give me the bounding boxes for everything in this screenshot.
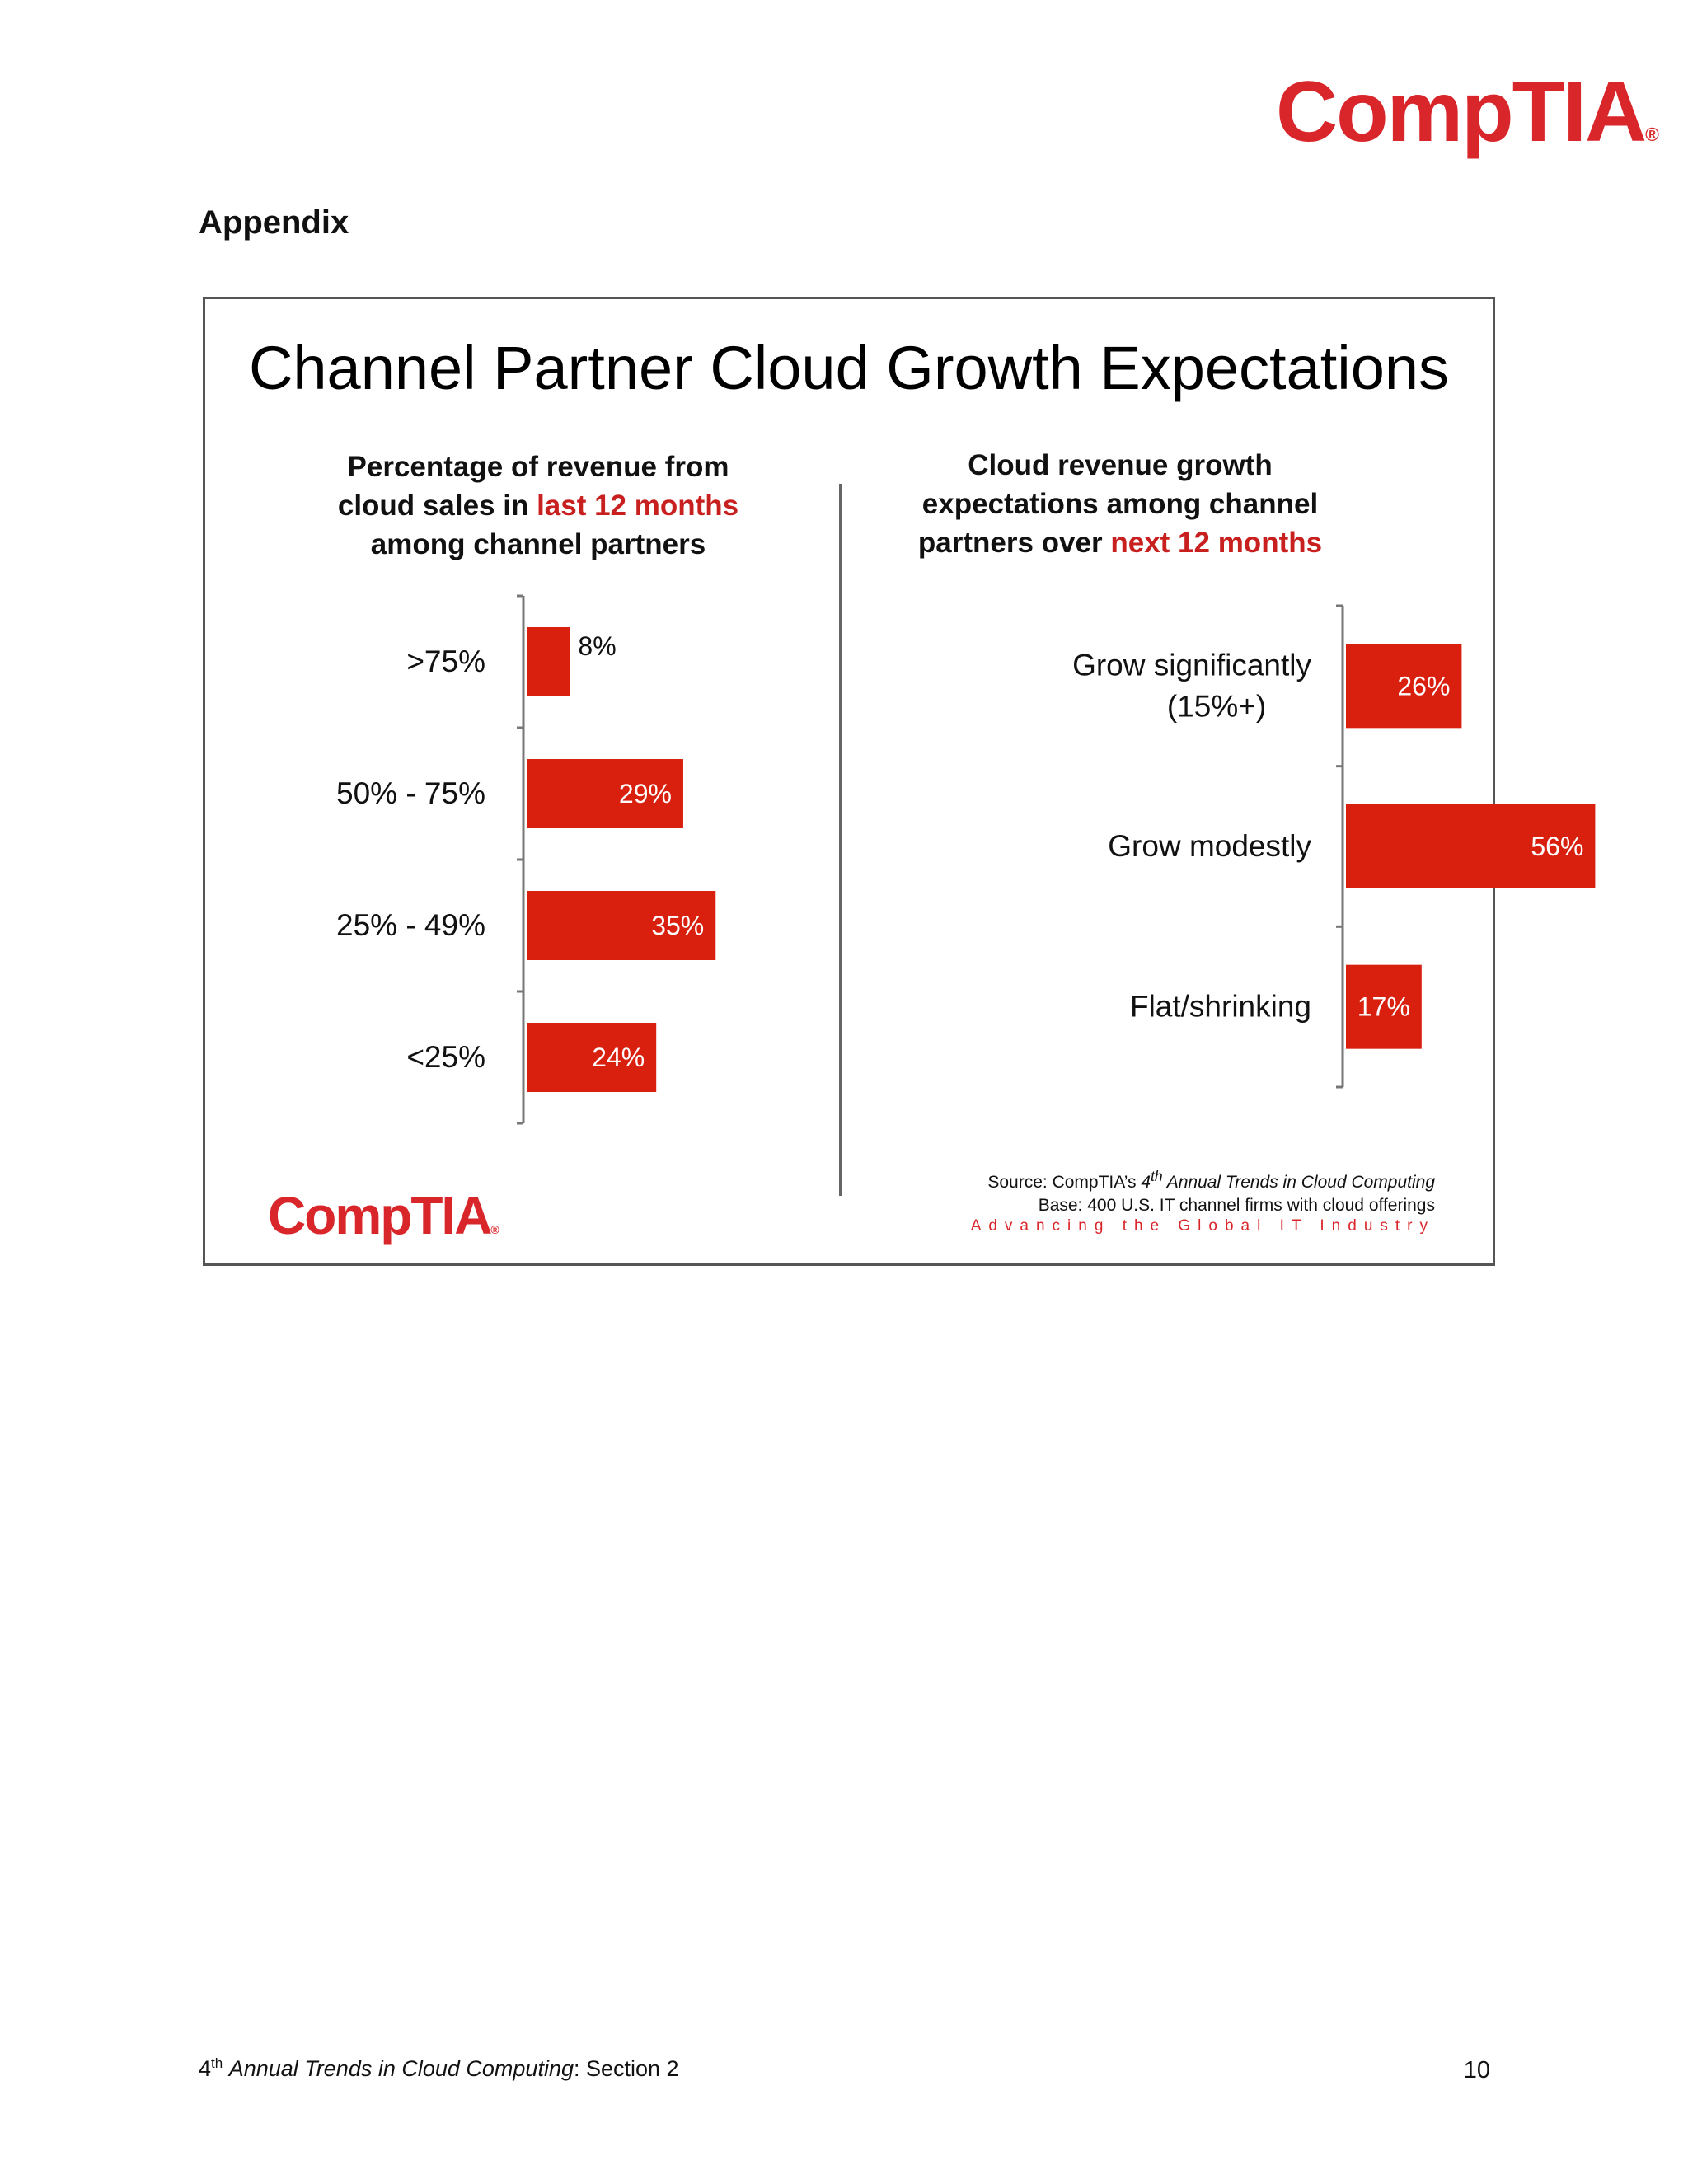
category-label: >75%	[406, 644, 485, 678]
source-note: Source: CompTIA’s 4th Annual Trends in C…	[987, 1168, 1435, 1215]
footer-title: 4th Annual Trends in Cloud Computing: Se…	[199, 2055, 679, 2081]
category-label: Flat/shrinking	[1130, 990, 1311, 1024]
bar	[527, 891, 716, 960]
data-label: 17%	[1357, 992, 1410, 1022]
category-label: Grow significantly (15%+)	[1072, 648, 1311, 723]
data-label: 8%	[578, 631, 616, 661]
bar	[527, 759, 683, 828]
category-label: 25% - 49%	[336, 908, 485, 942]
data-label: 35%	[651, 911, 704, 940]
section-heading: Appendix	[199, 204, 349, 241]
data-label: 24%	[592, 1043, 645, 1072]
data-label: 26%	[1397, 671, 1450, 701]
slide-title: Channel Partner Cloud Growth Expectation…	[248, 334, 1450, 402]
category-label: Grow modestly	[1108, 829, 1311, 863]
comptia-logo: CompTIA®	[1276, 64, 1660, 160]
category-label: <25%	[406, 1040, 485, 1074]
left-chart-title: Percentage of revenue from cloud sales i…	[337, 451, 739, 560]
panel-divider	[839, 484, 842, 1196]
chart-slide: Channel Partner Cloud Growth Expectation…	[203, 297, 1596, 1266]
tagline: Advancing the Global IT Industry	[970, 1217, 1435, 1235]
comptia-logo: CompTIA®	[268, 1186, 499, 1245]
right-chart-title: Cloud revenue growth expectations among …	[917, 449, 1323, 559]
data-label: 56%	[1531, 832, 1583, 861]
revenue-share-bar-chart: >75% 8% 50% - 75% 29% 25% - 49% 35% <25% 24%	[336, 594, 716, 1125]
bar	[1346, 804, 1596, 888]
bar	[1346, 964, 1422, 1049]
bar	[1346, 644, 1462, 729]
page-number: 10	[1463, 2057, 1490, 2083]
category-label: 50% - 75%	[336, 776, 485, 810]
data-label: 29%	[619, 779, 672, 808]
growth-expectation-bar-chart: Grow significantly (15%+) 26% Grow modestly…	[1072, 604, 1596, 1089]
bar	[527, 1023, 657, 1092]
bar	[527, 627, 570, 696]
